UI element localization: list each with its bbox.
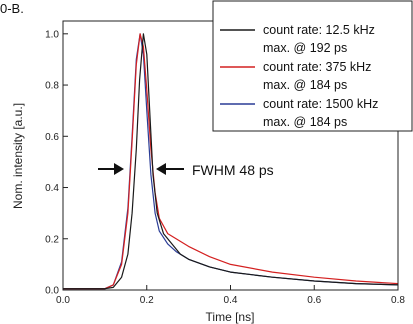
legend-label-375khz: count rate: 375 kHz <box>263 60 371 74</box>
fwhm-label: FWHM 48 ps <box>192 162 274 178</box>
x-tick-label-1: 0.2 <box>140 295 154 306</box>
legend-max-1500khz: max. @ 184 ps <box>263 115 347 129</box>
legend: count rate: 12.5 kHz max. @ 192 ps count… <box>212 0 413 132</box>
y-tick-label-3: 0.6 <box>45 132 59 143</box>
plot-series <box>63 33 399 290</box>
legend-label-12-5khz: count rate: 12.5 kHz <box>263 23 375 37</box>
x-tick-label-2: 0.4 <box>224 295 238 306</box>
y-tick-label-1: 0.2 <box>45 234 59 245</box>
y-tick-label-0: 0.0 <box>45 286 59 297</box>
legend-label-1500khz: count rate: 1500 kHz <box>263 97 378 111</box>
y-axis: 0.0 0.2 0.4 0.6 0.8 1.0 <box>45 29 68 297</box>
x-axis-label: Time [ns] <box>206 310 255 324</box>
series-line-0 <box>63 33 399 290</box>
fwhm-right-arrow-head <box>156 163 166 175</box>
corner-text: 0-B. <box>0 1 24 16</box>
fwhm-left-arrow-head <box>114 163 124 175</box>
y-axis-label: Nom. intensity [a.u.] <box>11 103 25 209</box>
legend-box <box>212 0 413 132</box>
y-tick-label-2: 0.4 <box>45 183 59 194</box>
legend-max-12-5khz: max. @ 192 ps <box>263 41 347 55</box>
fwhm-annotation: FWHM 48 ps <box>98 162 274 178</box>
x-axis: 0.0 0.2 0.4 0.6 0.8 <box>56 285 405 306</box>
x-tick-label-0: 0.0 <box>56 295 70 306</box>
x-tick-label-3: 0.6 <box>307 295 321 306</box>
legend-max-375khz: max. @ 184 ps <box>263 78 347 92</box>
y-tick-label-4: 0.8 <box>45 81 59 92</box>
x-tick-label-4: 0.8 <box>391 295 405 306</box>
y-tick-label-5: 1.0 <box>45 29 59 40</box>
